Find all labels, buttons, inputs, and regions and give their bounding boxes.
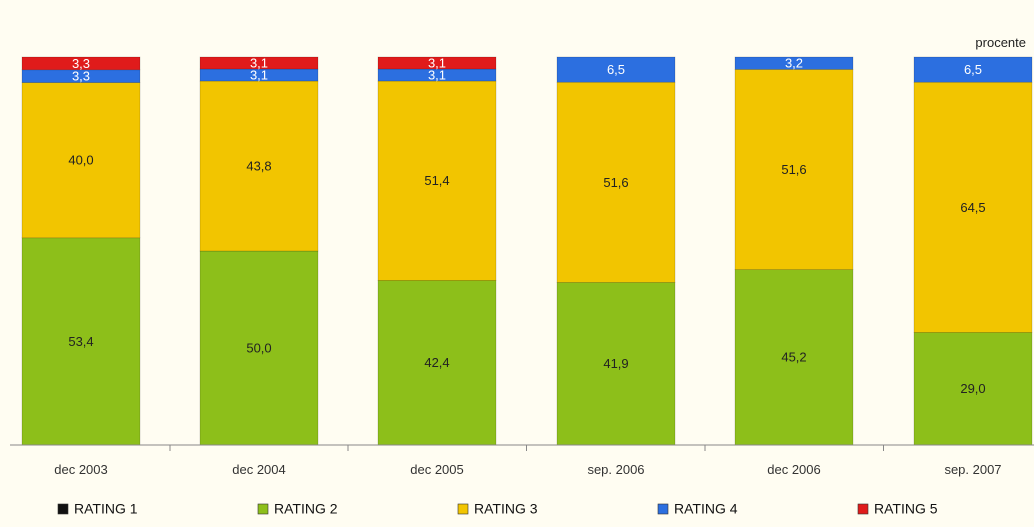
bar-segment-rating-5-3 <box>377 56 497 70</box>
bar-segment-rating-2-4 <box>556 282 676 446</box>
bar-segment-rating-3-3 <box>377 80 497 281</box>
data-label: 42,4 <box>424 355 449 370</box>
data-label: 41,9 <box>603 356 628 371</box>
x-tick-label: dec 2006 <box>767 462 821 477</box>
data-label: 43,8 <box>246 158 271 173</box>
data-label: 50,0 <box>246 340 271 355</box>
bar-segment-rating-2-6 <box>913 332 1033 446</box>
legend-swatch <box>657 503 669 515</box>
data-label: 3,3 <box>72 69 90 84</box>
legend-swatch <box>857 503 869 515</box>
legend: RATING 1 RATING 2 RATING 3 RATING 4 RATING 5 <box>57 501 938 517</box>
data-label: 3,1 <box>428 55 446 70</box>
data-label: 3,2 <box>785 56 803 71</box>
legend-swatch <box>57 503 69 515</box>
x-ticks-group: dec 2003 dec 2004 dec 2005 sep. 2006 dec 200… <box>54 445 1002 477</box>
legend-label: RATING 4 <box>674 501 738 517</box>
bar-segment-rating-3-6 <box>913 81 1033 333</box>
bar-segment-rating-5-2 <box>199 56 319 70</box>
bar-segment-rating-3-4 <box>556 81 676 283</box>
data-label: 3,1 <box>250 67 268 82</box>
data-label: 53,4 <box>68 334 93 349</box>
data-label: 3,1 <box>428 67 446 82</box>
data-label: 64,5 <box>960 200 985 215</box>
bar-segment-rating-2-5 <box>734 269 854 446</box>
bar-segment-rating-3-1 <box>21 82 141 239</box>
legend-label: RATING 3 <box>474 501 538 517</box>
legend-label: RATING 2 <box>274 501 338 517</box>
data-label: 40,0 <box>68 153 93 168</box>
data-label: 51,6 <box>603 175 628 190</box>
data-label: 6,5 <box>964 62 982 77</box>
data-label: 51,4 <box>424 173 449 188</box>
x-tick-label: dec 2005 <box>410 462 464 477</box>
legend-label: RATING 1 <box>74 501 138 517</box>
legend-label: RATING 5 <box>874 501 938 517</box>
bar-segment-rating-3-5 <box>734 69 854 270</box>
bar-segment-rating-2-2 <box>199 250 319 446</box>
legend-swatch <box>257 503 269 515</box>
legend-swatch <box>457 503 469 515</box>
x-tick-label: sep. 2007 <box>944 462 1001 477</box>
bar-segment-rating-2-1 <box>21 237 141 446</box>
data-label: 6,5 <box>607 62 625 77</box>
bar-segment-rating-4-5 <box>734 56 854 70</box>
unit-label: procente <box>975 35 1026 50</box>
x-tick-label: dec 2003 <box>54 462 108 477</box>
data-label: 29,0 <box>960 381 985 396</box>
x-tick-label: sep. 2006 <box>587 462 644 477</box>
bar-segment-rating-4-4 <box>556 56 676 83</box>
data-label: 45,2 <box>781 350 806 365</box>
x-tick-label: dec 2004 <box>232 462 286 477</box>
bar-segment-rating-2-3 <box>377 280 497 446</box>
bars-group: 53,440,03,33,350,043,83,13,142,451,43,13… <box>21 55 1033 446</box>
data-label: 3,1 <box>250 55 268 70</box>
data-label: 3,3 <box>72 56 90 71</box>
bar-segment-rating-4-6 <box>913 56 1033 83</box>
data-label: 51,6 <box>781 162 806 177</box>
bar-segment-rating-5-1 <box>21 56 141 71</box>
